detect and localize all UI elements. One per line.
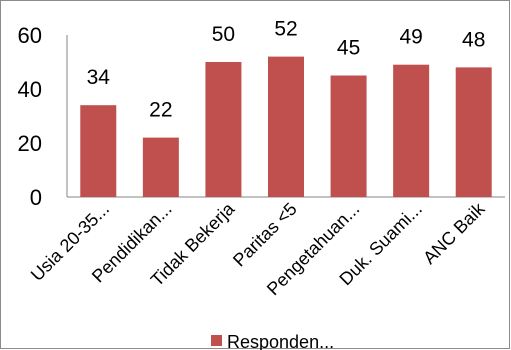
y-tick-label: 0: [30, 185, 42, 210]
bar: [268, 56, 304, 197]
y-tick-label: 40: [18, 77, 42, 102]
data-label: 45: [337, 37, 360, 60]
x-axis-category-labels: Usia 20-35...Pendidikan...Tidak BekerjaP…: [27, 198, 489, 299]
y-tick-label: 60: [18, 23, 42, 48]
bar: [80, 105, 117, 197]
y-axis-ticks: 0 20 40 60: [18, 23, 42, 210]
data-label: 52: [274, 18, 297, 41]
bar-series: [80, 56, 492, 198]
legend-label: Responden...: [227, 332, 334, 350]
data-label: 34: [87, 66, 111, 89]
x-tick-label: ANC Baik: [419, 198, 489, 268]
data-label: 48: [462, 28, 485, 51]
bar: [330, 75, 367, 197]
data-labels: 34 22 50 52 45 49 48: [87, 18, 486, 122]
y-tick-label: 20: [18, 131, 42, 156]
data-label: 49: [399, 26, 422, 49]
legend-swatch: [211, 335, 222, 346]
legend: Responden...: [211, 332, 334, 350]
data-label: 50: [212, 23, 235, 46]
bar: [142, 137, 179, 197]
bar: [455, 67, 492, 198]
data-label: 22: [149, 99, 172, 122]
bar: [393, 64, 430, 197]
bar: [205, 62, 242, 197]
